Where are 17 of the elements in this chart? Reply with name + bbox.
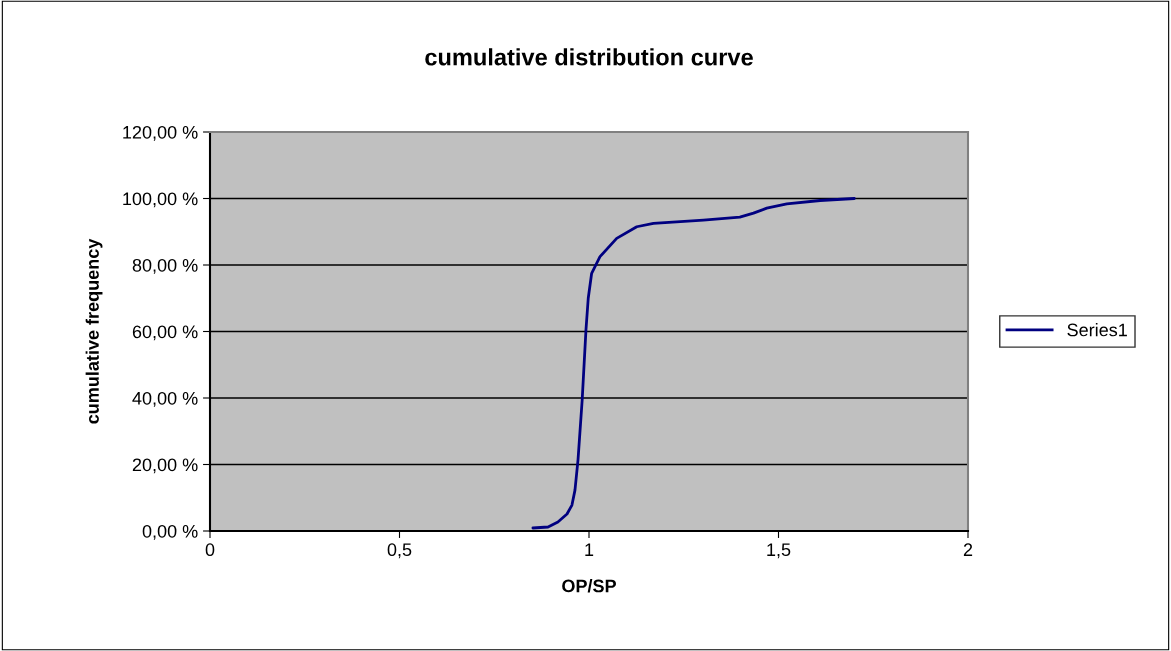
y-tick-label: 20,00 % xyxy=(132,458,198,474)
y-tick-label: 0,00 % xyxy=(142,524,198,540)
x-tick-label: 2 xyxy=(963,543,973,556)
x-axis-title: OP/SP xyxy=(562,579,616,593)
legend-label: Series1 xyxy=(1067,323,1127,337)
y-tick-label: 80,00 % xyxy=(132,258,198,274)
chart-title: cumulative distribution curve xyxy=(425,48,753,66)
x-tick-label: 1,5 xyxy=(767,543,791,559)
line-series xyxy=(531,197,856,530)
y-tick-label: 40,00 % xyxy=(132,391,198,407)
x-tick-label: 0,5 xyxy=(387,543,412,559)
x-tick-label: 0 xyxy=(205,543,215,557)
y-tick-label: 100,00 % xyxy=(123,192,198,208)
x-tick-label: 1 xyxy=(585,543,594,556)
y-tick-label: 60,00 % xyxy=(132,325,198,341)
y-tick-label: 120,00 % xyxy=(123,125,198,141)
y-axis-title: cumulative frequency xyxy=(85,238,103,424)
